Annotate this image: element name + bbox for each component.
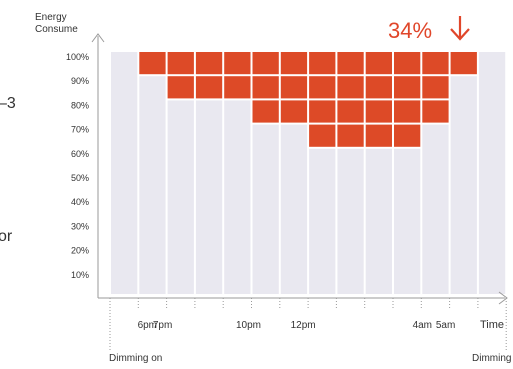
y-axis-arrow [91,33,105,43]
used-bar-0 [111,52,138,294]
saved-cell-9-0 [365,52,392,75]
dimming-off-label: Dimming [472,353,511,364]
y-tick-label: 50% [71,173,89,183]
left-edge-text-top: –3 [0,95,16,112]
saved-cell-10-1 [394,76,421,99]
saved-cell-5-1 [252,76,279,99]
saved-cell-12-0 [450,52,477,75]
x-tick-label: 5am [436,320,455,331]
saved-cell-8-1 [337,76,364,99]
y-axis-label: Energy Consume [35,12,78,35]
saved-cell-10-0 [394,52,421,75]
saved-cell-6-2 [280,100,308,123]
saved-cell-7-1 [309,76,336,99]
saved-cell-10-2 [394,100,421,123]
y-tick-label: 20% [71,246,89,256]
saved-cell-8-3 [337,124,364,147]
saved-cell-8-2 [337,100,364,123]
saved-cell-3-1 [195,76,223,99]
y-tick-label: 30% [71,221,89,231]
used-bar-3 [195,100,223,295]
x-axis-label: Time [480,319,504,331]
used-bar-11 [422,124,449,294]
used-bar-8 [337,148,364,294]
used-bar-10 [394,148,421,294]
used-bar-7 [309,148,336,294]
saved-cell-5-0 [252,52,279,75]
used-bar-5 [252,124,279,294]
used-bar-6 [280,124,308,294]
x-axis-arrow [498,291,508,305]
used-bar-13 [478,52,506,294]
x-tick-label: 12pm [291,320,316,331]
saved-cell-10-3 [394,124,421,147]
used-bar-12 [450,76,477,294]
saved-cell-6-0 [280,52,308,75]
y-tick-label: 90% [71,76,89,86]
saved-cell-9-3 [365,124,392,147]
savings-headline: 34% [388,18,432,43]
y-tick-label: 40% [71,197,89,207]
saved-cell-2-0 [167,52,194,75]
saved-cell-7-2 [309,100,336,123]
saved-cell-4-0 [224,52,251,75]
y-tick-label: 100% [66,52,89,62]
x-tick-label: 10pm [236,320,261,331]
y-tick-label: 80% [71,100,89,110]
x-tick-label: 7pm [153,320,172,331]
saved-cell-9-1 [365,76,392,99]
saved-cell-7-3 [309,124,336,147]
x-tick-label: 4am [413,320,432,331]
saved-cell-4-1 [224,76,251,99]
saved-cell-11-2 [422,100,449,123]
dimming-on-label: Dimming on [109,353,162,364]
down-arrow-head-icon [450,28,470,41]
saved-cell-11-1 [422,76,449,99]
y-tick-label: 10% [71,270,89,280]
saved-cell-11-0 [422,52,449,75]
saved-cell-8-0 [337,52,364,75]
used-bar-4 [224,100,251,295]
saved-cell-5-2 [252,100,279,123]
used-bar-2 [167,100,194,295]
saved-cell-2-1 [167,76,194,99]
y-tick-label: 70% [71,125,89,135]
saved-cell-1-0 [139,52,166,75]
saved-cell-6-1 [280,76,308,99]
used-bar-1 [139,76,166,294]
y-tick-label: 60% [71,149,89,159]
saved-cell-9-2 [365,100,392,123]
used-bar-9 [365,148,392,294]
saved-cell-7-0 [309,52,336,75]
left-edge-text-bottom: or [0,228,13,245]
saved-cell-3-0 [195,52,223,75]
x-tick-label: 6pm [138,320,157,331]
